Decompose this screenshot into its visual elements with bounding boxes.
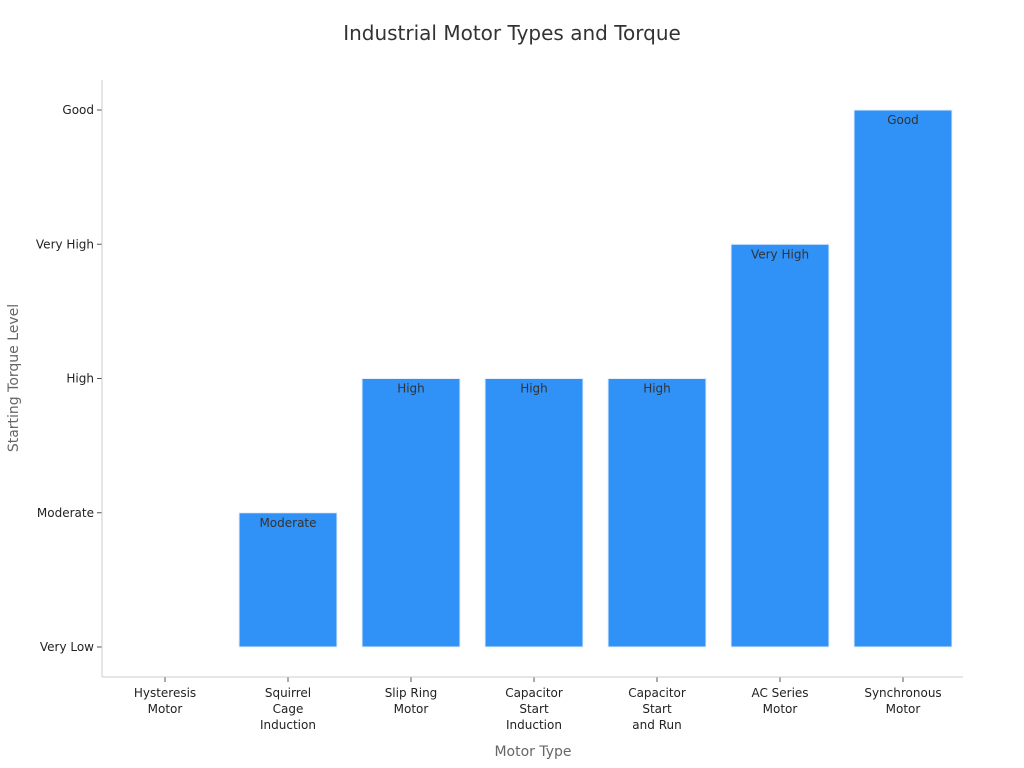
bars: Moderate High High High Very High Good — [238, 109, 953, 648]
chart-title: Industrial Motor Types and Torque — [343, 21, 681, 45]
bar — [484, 378, 584, 648]
y-axis-title: Starting Torque Level — [6, 304, 22, 452]
y-tick-label: High — [66, 372, 94, 386]
x-tick-label: Squirrel Cage Induction — [260, 686, 316, 732]
bar-data-label: High — [643, 382, 671, 396]
x-tick-label: AC Series Motor — [751, 686, 808, 716]
bar — [853, 109, 953, 648]
y-tick-label: Very Low — [40, 640, 94, 654]
x-axis-ticks: Hysteresis Motor Squirrel Cage Induction Slip… — [134, 677, 942, 732]
bar-data-label: High — [520, 382, 548, 396]
x-tick-label: Capacitor Start Induction — [505, 686, 563, 732]
x-tick-label: Hysteresis Motor — [134, 686, 196, 716]
bar-data-label: Very High — [751, 247, 809, 261]
bar — [238, 512, 338, 648]
axes — [101, 80, 963, 678]
bar-data-label: Good — [887, 113, 919, 127]
y-tick-label: Moderate — [37, 506, 94, 520]
y-tick-label: Good — [62, 103, 94, 117]
y-tick-label: Very High — [36, 237, 94, 251]
bar — [607, 378, 707, 648]
bar-data-label: Moderate — [259, 516, 316, 530]
y-axis-ticks: Very Low Moderate High Very High Good — [36, 103, 102, 654]
x-tick-label: Capacitor Start and Run — [628, 686, 686, 732]
x-axis-title: Motor Type — [494, 744, 571, 760]
x-tick-label: Synchronous Motor — [864, 686, 941, 716]
x-tick-label: Slip Ring Motor — [385, 686, 438, 716]
bar-data-label: High — [397, 382, 425, 396]
bar — [361, 378, 461, 648]
bar — [730, 243, 830, 648]
